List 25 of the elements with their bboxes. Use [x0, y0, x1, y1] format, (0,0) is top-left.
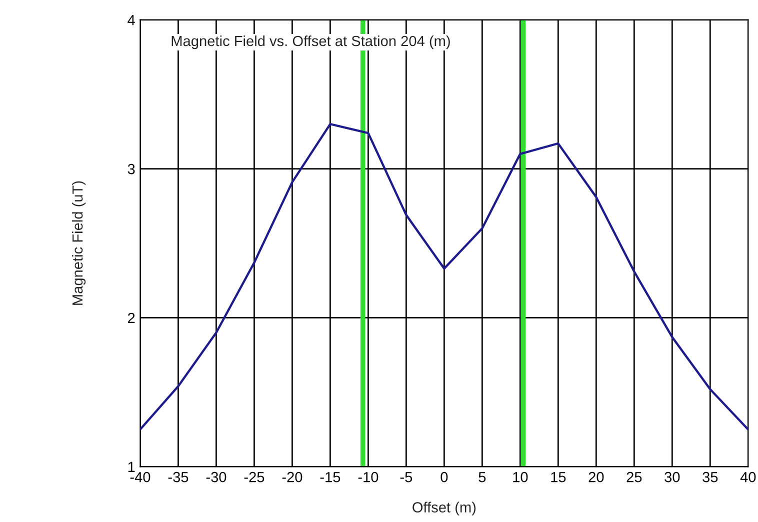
- x-tick-label: -10: [358, 472, 378, 482]
- x-tick-label: -5: [400, 472, 412, 482]
- x-axis-title: Offset (m): [412, 502, 476, 516]
- x-tick-label: 25: [626, 472, 642, 482]
- x-tick-label: 0: [440, 472, 448, 482]
- x-tick-label: -15: [320, 472, 340, 482]
- x-tick-label: 5: [478, 472, 486, 482]
- y-tick-label: 4: [128, 15, 135, 26]
- text: Magnetic Field vs. Offset at Station 204 (m): [172, 35, 450, 50]
- x-tick-label: -35: [168, 472, 188, 482]
- x-tick-label: 20: [588, 472, 604, 482]
- x-tick-label: 10: [513, 472, 528, 482]
- y-tick-label: 2: [128, 312, 135, 324]
- x-tick-label: 35: [702, 472, 718, 482]
- x-tick-label: 30: [664, 472, 680, 482]
- y-axis-title: Magnetic Field (uT): [72, 181, 86, 305]
- y-tick-label: 3: [128, 164, 135, 174]
- x-tick-label: -20: [282, 472, 302, 482]
- x-tick-label: -25: [244, 472, 264, 482]
- line-series: [140, 122, 748, 431]
- x-tick-label: -30: [206, 472, 226, 482]
- y-tick-label: 1: [128, 462, 135, 472]
- x-tick-label: 40: [740, 472, 756, 482]
- x-tick-label: -40: [130, 472, 150, 482]
- x-tick-label: 15: [551, 472, 566, 482]
